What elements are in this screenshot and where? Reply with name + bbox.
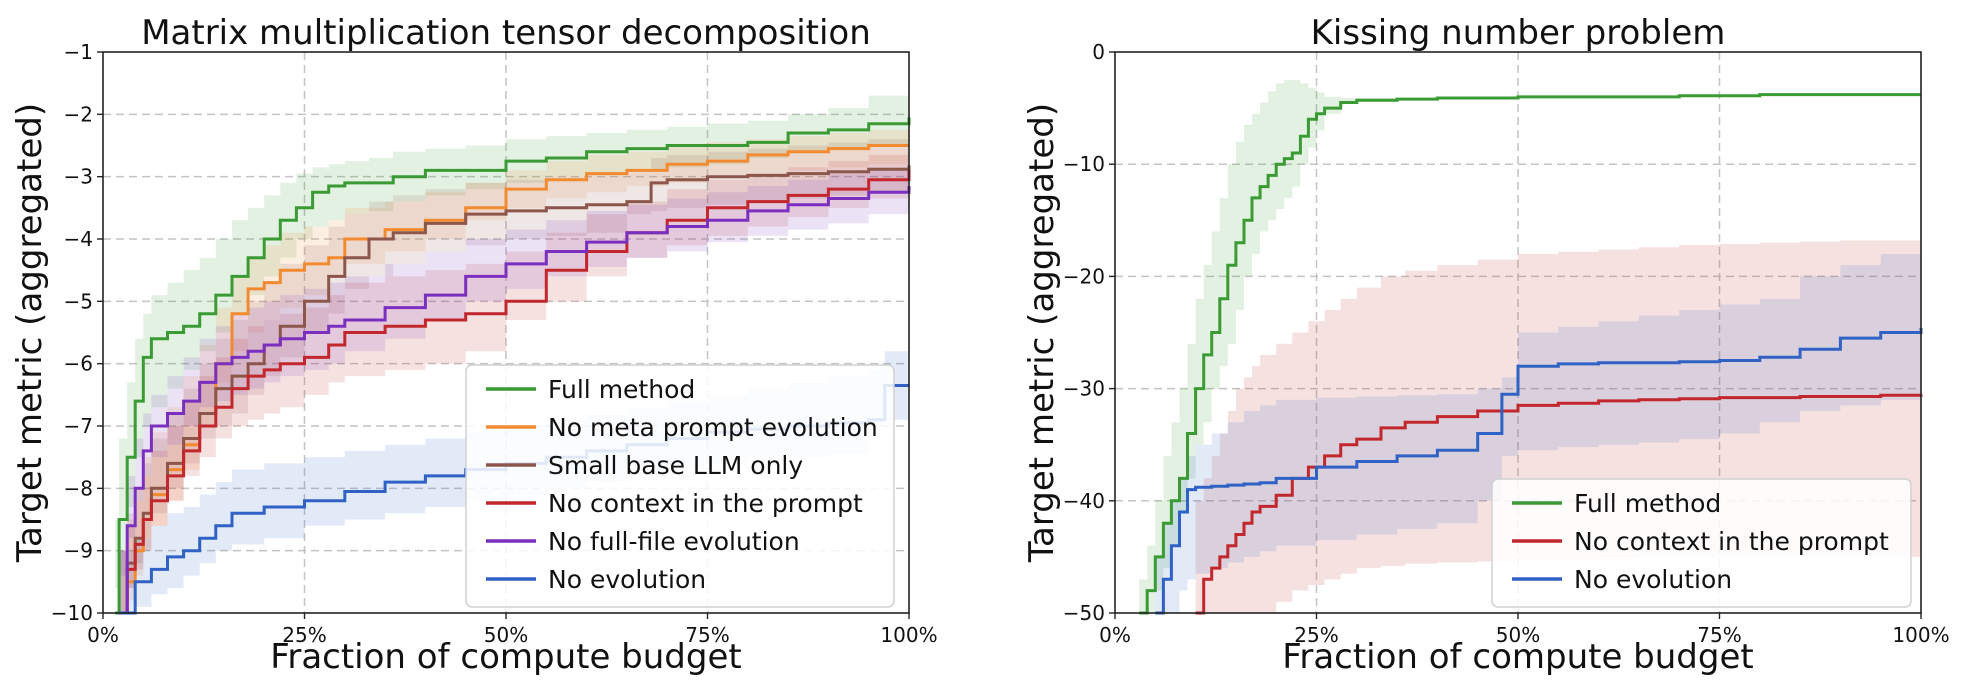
y-tick-label: −3 — [64, 165, 93, 189]
y-tick-label: −50 — [1063, 601, 1105, 625]
confidence-band — [119, 148, 910, 613]
legend-label: Small base LLM only — [548, 451, 803, 480]
legend-label: Full method — [1574, 489, 1721, 518]
y-tick-label: −10 — [51, 601, 93, 625]
legend-label: No context in the prompt — [1574, 527, 1889, 556]
y-tick-label: −10 — [1063, 152, 1105, 176]
x-tick-label: 100% — [880, 623, 937, 647]
y-tick-label: −40 — [1063, 489, 1105, 513]
legend-label: No full-file evolution — [548, 527, 800, 556]
legend-box — [465, 364, 895, 608]
series-line — [1155, 328, 1923, 615]
legend-label: No evolution — [548, 565, 706, 594]
y-tick-label: −9 — [64, 539, 93, 563]
series-line — [119, 170, 911, 615]
confidence-band — [119, 126, 910, 614]
confidence-band — [1155, 248, 1921, 613]
y-tick-label: −30 — [1063, 377, 1105, 401]
series-line — [1195, 393, 1923, 615]
x-tick-label: 25% — [282, 623, 326, 647]
legend-label: No context in the prompt — [548, 489, 863, 518]
x-tick-label: 0% — [1099, 623, 1131, 647]
series-line — [119, 186, 911, 615]
y-tick-label: −6 — [64, 352, 93, 376]
y-tick-label: −8 — [64, 476, 93, 500]
y-axis-label: Target metric (aggregated) — [1022, 103, 1062, 563]
y-tick-label: −20 — [1063, 264, 1105, 288]
series-line — [115, 117, 911, 615]
confidence-band — [115, 89, 910, 613]
y-tick-label: 0 — [1092, 40, 1105, 64]
x-axis-label: Fraction of compute budget — [1282, 637, 1753, 677]
y-tick-label: −5 — [64, 289, 93, 313]
series-line — [119, 165, 911, 615]
y-tick-label: −7 — [64, 414, 93, 438]
x-tick-label: 75% — [685, 623, 729, 647]
y-tick-label: −1 — [64, 40, 93, 64]
legend-label: No meta prompt evolution — [548, 413, 878, 442]
x-axis-label: Fraction of compute budget — [270, 637, 741, 677]
x-tick-label: 25% — [1294, 623, 1338, 647]
x-tick-label: 75% — [1697, 623, 1741, 647]
chart-title: Matrix multiplication tensor decompositi… — [141, 13, 871, 53]
confidence-band — [119, 161, 910, 614]
legend-box — [1491, 478, 1912, 608]
x-tick-label: 50% — [1496, 623, 1540, 647]
legend-label: No evolution — [1574, 565, 1732, 594]
y-axis-label: Target metric (aggregated) — [10, 103, 50, 563]
series-line — [1139, 93, 1921, 615]
x-tick-label: 100% — [1892, 623, 1949, 647]
x-tick-label: 0% — [87, 623, 119, 647]
y-tick-label: −4 — [64, 227, 93, 251]
chart-2: 0% 25% 50% 75% 100% 0 −10 −20 −30 −40 −50 Kissing n… — [1022, 13, 1950, 677]
chart-title: Kissing number problem — [1311, 13, 1726, 53]
chart-1: 0% 25% 50% 75% 100% −1 −2 −3 −4 −5 −6 −7 −8 −9 −10 Matr… — [10, 13, 938, 677]
y-tick-label: −2 — [64, 102, 93, 126]
x-tick-label: 50% — [484, 623, 528, 647]
legend-label: Full method — [548, 375, 695, 404]
confidence-band — [119, 136, 910, 613]
